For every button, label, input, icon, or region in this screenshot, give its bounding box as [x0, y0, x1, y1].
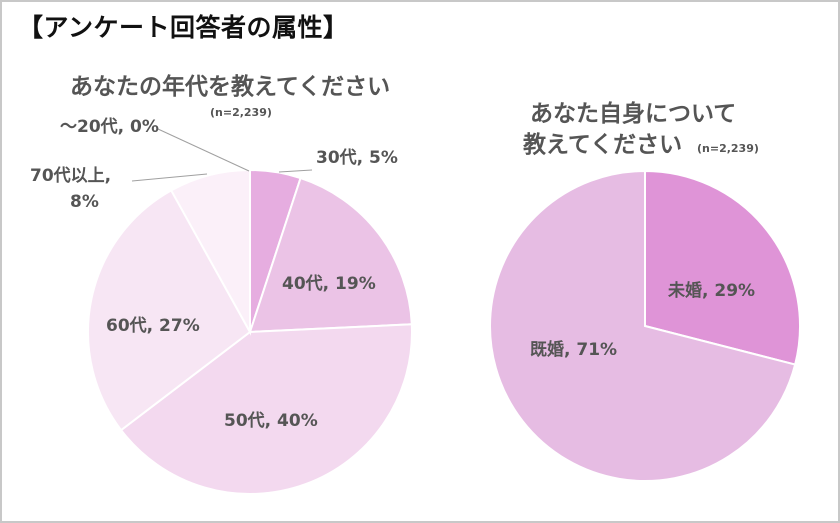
age-slice-3 — [119, 323, 413, 495]
age-slice-5 — [169, 168, 251, 336]
age-pie-chart: あなたの年代を教えてください (n=2,239) 〜20代, 0% 30代, 5… — [30, 73, 413, 495]
data-label-70s-line2: 8% — [70, 192, 99, 212]
leader-line-30s — [278, 169, 313, 173]
data-label-60s: 60代, 27% — [106, 315, 200, 336]
data-label-40s: 40代, 19% — [282, 273, 376, 294]
marital-chart-sample-size: (n=2,239) — [697, 142, 759, 155]
age-chart-title: あなたの年代を教えてください — [70, 73, 390, 100]
marital-pie-chart: あなた自身について 教えてください (n=2,239) 未婚, 29% 既婚, … — [489, 100, 801, 482]
leader-line-70s — [131, 173, 208, 182]
leader-line-under20 — [157, 128, 250, 172]
marital-chart-title-line1: あなた自身について — [530, 100, 736, 127]
marital-chart-title-line2: 教えてください — [523, 131, 682, 158]
data-label-married: 既婚, 71% — [530, 339, 617, 360]
marital-slice-0 — [644, 169, 801, 366]
age-slice-4 — [87, 189, 252, 432]
data-label-under20: 〜20代, 0% — [60, 116, 159, 137]
page-title: 【アンケート回答者の属性】 — [18, 13, 349, 42]
marital-slice-1 — [489, 169, 797, 482]
data-label-50s: 50代, 40% — [224, 410, 318, 431]
data-label-70s-line1: 70代以上, — [30, 165, 111, 186]
data-label-unmarried: 未婚, 29% — [667, 280, 755, 301]
age-chart-sample-size: (n=2,239) — [210, 106, 272, 119]
age-slice-2 — [248, 176, 413, 334]
data-label-30s: 30代, 5% — [316, 147, 398, 168]
